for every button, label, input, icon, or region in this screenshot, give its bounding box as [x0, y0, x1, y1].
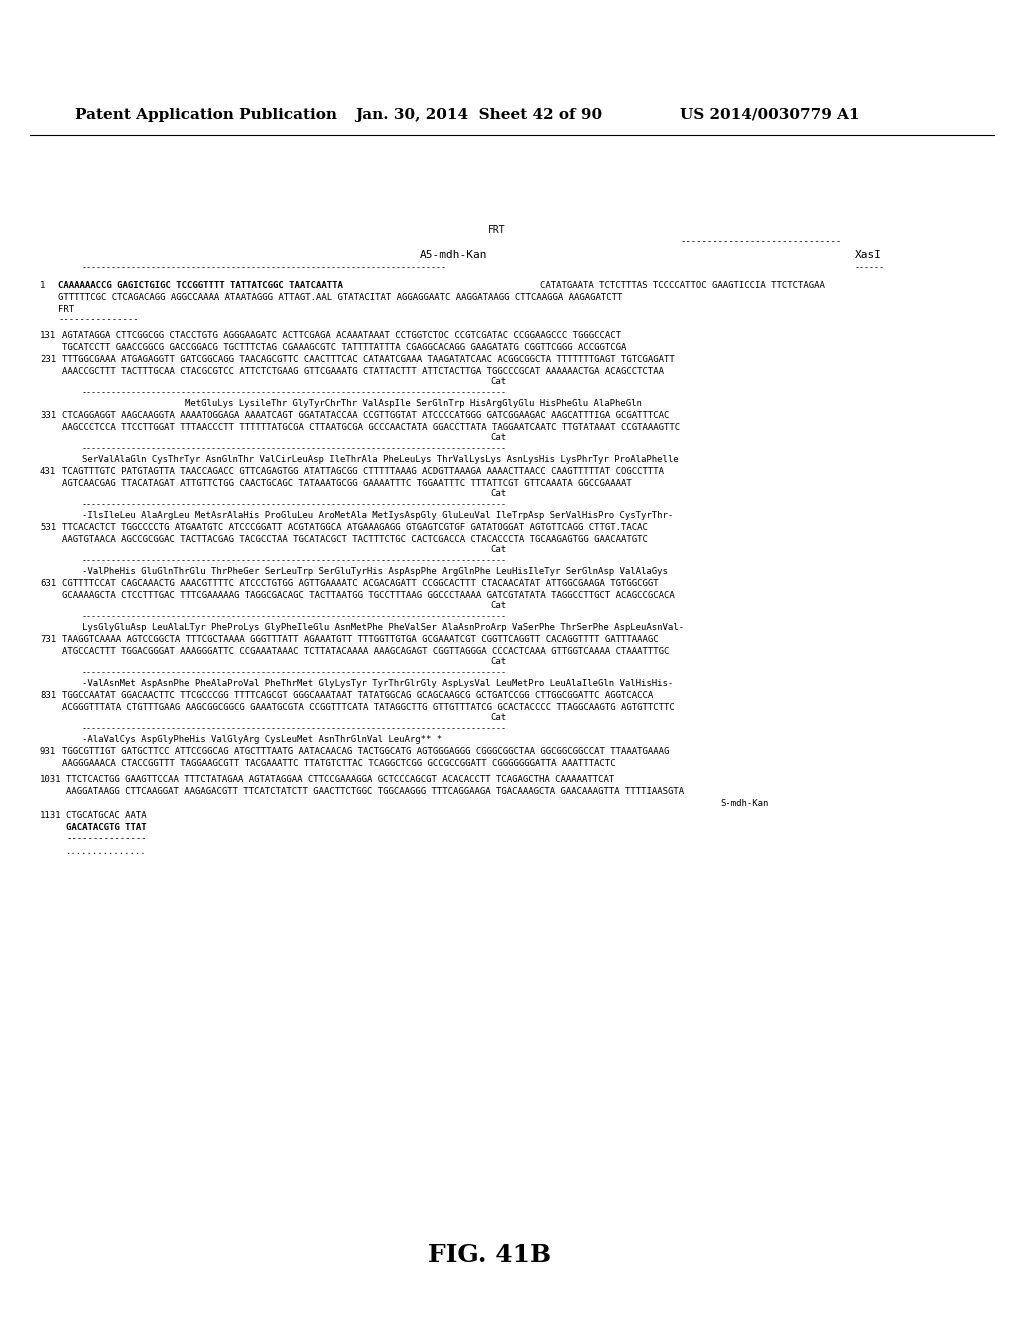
Text: -------------------------------------------------------------------------: ----------------------------------------… — [82, 264, 447, 272]
Text: AGTCAACGAG TTACATAGAT ATTGTTCTGG CAACTGCAGC TATAAATGCGG GAAAATTTC TGGAATTTC TTTA: AGTCAACGAG TTACATAGAT ATTGTTCTGG CAACTGC… — [62, 479, 632, 487]
Text: CGTTTTCCAT CAGCAAACTG AAACGTTTTC ATCCCTGTGG AGTTGAAAATC ACGACAGATT CCGGCACTTT CT: CGTTTTCCAT CAGCAAACTG AAACGTTTTC ATCCCTG… — [62, 578, 658, 587]
Text: Cat: Cat — [490, 714, 506, 722]
Text: 131: 131 — [40, 330, 56, 339]
Text: CAAAAAACCG GAGICTGIGC TCCGGTTTT TATTATCGGC TAATCAATTA: CAAAAAACCG GAGICTGIGC TCCGGTTTT TATTATCG… — [58, 281, 343, 289]
Text: FRT: FRT — [488, 224, 506, 235]
Text: --------------------------------------------------------------------------------: ----------------------------------------… — [82, 668, 507, 677]
Text: 931: 931 — [40, 747, 56, 755]
Text: AAGCCCTCCA TTCCTTGGAT TTTAACCCTT TTTTTTATGCGA CTTAATGCGA GCCCAACTATA GGACCTTATA : AAGCCCTCCA TTCCTTGGAT TTTAACCCTT TTTTTTA… — [62, 422, 680, 432]
Text: ------: ------ — [855, 264, 885, 272]
Text: XasI: XasI — [855, 249, 882, 260]
Text: ---------------: --------------- — [66, 834, 146, 843]
Text: ------------------------------: ------------------------------ — [680, 238, 842, 247]
Text: Cat: Cat — [490, 433, 506, 442]
Text: TTTGGCGAAA ATGAGAGGTT GATCGGCAGG TAACAGCGTTC CAACTTTCAC CATAATCGAAA TAAGATATCAAC: TTTGGCGAAA ATGAGAGGTT GATCGGCAGG TAACAGC… — [62, 355, 675, 363]
Text: CTGCATGCAC AATA: CTGCATGCAC AATA — [66, 810, 146, 820]
Text: FRT: FRT — [58, 305, 74, 314]
Text: Patent Application Publication: Patent Application Publication — [75, 108, 337, 121]
Text: AGTATAGGA CTTCGGCGG CTACCTGTG AGGGAAGATC ACTTCGAGA ACAAATAAAT CCTGGTCTOC CCGTCGA: AGTATAGGA CTTCGGCGG CTACCTGTG AGGGAAGATC… — [62, 330, 621, 339]
Text: AAGGATAAGG CTTCAAGGAT AAGAGACGTT TTCATCTATCTT GAACTTCTGGC TGGCAAGGG TTTCAGGAAGA : AAGGATAAGG CTTCAAGGAT AAGAGACGTT TTCATCT… — [66, 787, 684, 796]
Text: Jan. 30, 2014  Sheet 42 of 90: Jan. 30, 2014 Sheet 42 of 90 — [355, 108, 602, 121]
Text: CATATGAATA TCTCTTTAS TCCCCATTOC GAAGTICCIA TTCTCTAGAA: CATATGAATA TCTCTTTAS TCCCCATTOC GAAGTICC… — [540, 281, 825, 289]
Text: -AlaValCys AspGlyPheHis ValGlyArg CysLeuMet AsnThrGlnVal LeuArg** *: -AlaValCys AspGlyPheHis ValGlyArg CysLeu… — [82, 734, 442, 743]
Text: TGGCCAATAT GGACAACTTC TTCGCCCGG TTTTCAGCGT GGGCAAATAAT TATATGGCAG GCAGCAAGCG GCT: TGGCCAATAT GGACAACTTC TTCGCCCGG TTTTCAGC… — [62, 690, 653, 700]
Text: 1: 1 — [40, 281, 45, 289]
Text: 431: 431 — [40, 466, 56, 475]
Text: AAACCGCTTT TACTTTGCAA CTACGCGTCC ATTCTCTGAAG GTTCGAAATG CTATTACTTT ATTCTACTTGA T: AAACCGCTTT TACTTTGCAA CTACGCGTCC ATTCTCT… — [62, 367, 664, 375]
Text: --------------------------------------------------------------------------------: ----------------------------------------… — [82, 500, 507, 510]
Text: 331: 331 — [40, 411, 56, 420]
Text: A5-mdh-Kan: A5-mdh-Kan — [420, 249, 487, 260]
Text: GCAAAAGCTA CTCCTTTGAC TTTCGAAAAAG TAGGCGACAGC TACTTAATGG TGCCTTTAAG GGCCCTAAAA G: GCAAAAGCTA CTCCTTTGAC TTTCGAAAAAG TAGGCG… — [62, 590, 675, 599]
Text: Cat: Cat — [490, 545, 506, 554]
Text: 231: 231 — [40, 355, 56, 363]
Text: 531: 531 — [40, 523, 56, 532]
Text: --------------------------------------------------------------------------------: ----------------------------------------… — [82, 612, 507, 622]
Text: US 2014/0030779 A1: US 2014/0030779 A1 — [680, 108, 859, 121]
Text: 631: 631 — [40, 578, 56, 587]
Text: Cat: Cat — [490, 657, 506, 667]
Text: -ValAsnMet AspAsnPhe PheAlaProVal PheThrMet GlyLysTyr TyrThrGlrGly AspLysVal Leu: -ValAsnMet AspAsnPhe PheAlaProVal PheThr… — [82, 678, 673, 688]
Text: S-mdh-Kan: S-mdh-Kan — [720, 799, 768, 808]
Text: ...............: ............... — [66, 846, 146, 855]
Text: --------------------------------------------------------------------------------: ----------------------------------------… — [82, 557, 507, 565]
Text: SerValAlaGln CysThrTyr AsnGlnThr ValCirLeuAsp IleThrAla PheLeuLys ThrValLysLys A: SerValAlaGln CysThrTyr AsnGlnThr ValCirL… — [82, 454, 679, 463]
Text: -IlsIleLeu AlaArgLeu MetAsrAlaHis ProGluLeu AroMetAla MetIysAspGly GluLeuVal Ile: -IlsIleLeu AlaArgLeu MetAsrAlaHis ProGlu… — [82, 511, 673, 520]
Text: -ValPheHis GluGlnThrGlu ThrPheGer SerLeuTrp SerGluTyrHis AspAspPhe ArgGlnPhe Leu: -ValPheHis GluGlnThrGlu ThrPheGer SerLeu… — [82, 566, 668, 576]
Text: TCAGTTTGTC PATGTAGTTA TAACCAGACC GTTCAGAGTGG ATATTAGCGG CTTTTTAAAG ACDGTTAAAGA A: TCAGTTTGTC PATGTAGTTA TAACCAGACC GTTCAGA… — [62, 466, 664, 475]
Text: CTCAGGAGGT AAGCAAGGTA AAAATOGGAGA AAAATCAGT GGATATACCAA CCGTTGGTAT ATCCCCATGGG G: CTCAGGAGGT AAGCAAGGTA AAAATOGGAGA AAAATC… — [62, 411, 670, 420]
Text: Cat: Cat — [490, 378, 506, 387]
Text: MetGluLys LysileThr GlyTyrChrThr ValAspIle SerGlnTrp HisArgGlyGlu HisPheGlu AlaP: MetGluLys LysileThr GlyTyrChrThr ValAspI… — [185, 399, 642, 408]
Text: Cat: Cat — [490, 602, 506, 610]
Text: ACGGGTTTATA CTGTTTGAAG AAGCGGCGGCG GAAATGCGTA CCGGTTTCATA TATAGGCTTG GTTGTTTATCG: ACGGGTTTATA CTGTTTGAAG AAGCGGCGGCG GAAAT… — [62, 702, 675, 711]
Text: LysGlyGluAsp LeuAlaLTyr PheProLys GlyPheIleGlu AsnMetPhe PheValSer AlaAsnProArp : LysGlyGluAsp LeuAlaLTyr PheProLys GlyPhe… — [82, 623, 684, 631]
Text: ---------------: --------------- — [58, 315, 138, 325]
Text: GACATACGTG TTAT: GACATACGTG TTAT — [66, 822, 146, 832]
Text: --------------------------------------------------------------------------------: ----------------------------------------… — [82, 725, 507, 734]
Text: AAGTGTAACA AGCCGCGGAC TACTTACGAG TACGCCTAA TGCATACGCT TACTTTCTGC CACTCGACCA CTAC: AAGTGTAACA AGCCGCGGAC TACTTACGAG TACGCCT… — [62, 535, 648, 544]
Text: FIG. 41B: FIG. 41B — [428, 1243, 552, 1267]
Text: Cat: Cat — [490, 490, 506, 499]
Text: --------------------------------------------------------------------------------: ----------------------------------------… — [82, 388, 507, 397]
Text: 1031: 1031 — [40, 775, 61, 784]
Text: TGGCGTTIGT GATGCTTCC ATTCCGGCAG ATGCTTTAATG AATACAACAG TACTGGCATG AGTGGGAGGG CGG: TGGCGTTIGT GATGCTTCC ATTCCGGCAG ATGCTTTA… — [62, 747, 670, 755]
Text: 831: 831 — [40, 690, 56, 700]
Text: ATGCCACTTT TGGACGGGAT AAAGGGATTC CCGAAATAAAC TCTTATACAAAA AAAGCAGAGT CGGTTAGGGA : ATGCCACTTT TGGACGGGAT AAAGGGATTC CCGAAAT… — [62, 647, 670, 656]
Text: TAAGGTCAAAA AGTCCGGCTA TTTCGCTAAAA GGGTTTATT AGAAATGTT TTTGGTTGTGA GCGAAATCGT CG: TAAGGTCAAAA AGTCCGGCTA TTTCGCTAAAA GGGTT… — [62, 635, 658, 644]
Text: TTCACACTCT TGGCCCCTG ATGAATGTC ATCCCGGATT ACGTATGGCA ATGAAAGAGG GTGAGTCGTGF GATA: TTCACACTCT TGGCCCCTG ATGAATGTC ATCCCGGAT… — [62, 523, 648, 532]
Text: 731: 731 — [40, 635, 56, 644]
Text: AAGGGAAACA CTACCGGTTT TAGGAAGCGTT TACGAAATTC TTATGTCTTAC TCAGGCTCGG GCCGCCGGATT : AAGGGAAACA CTACCGGTTT TAGGAAGCGTT TACGAA… — [62, 759, 615, 767]
Text: TGCATCCTT GAACCGGCG GACCGGACG TGCTTTCTAG CGAAAGCGTC TATTTTATTTA CGAGGCACAGG GAAG: TGCATCCTT GAACCGGCG GACCGGACG TGCTTTCTAG… — [62, 342, 627, 351]
Text: GTTTTTCGC CTCAGACAGG AGGCCAAAA ATAATAGGG ATTAGT.AAL GTATACITAT AGGAGGAATC AAGGAT: GTTTTTCGC CTCAGACAGG AGGCCAAAA ATAATAGGG… — [58, 293, 623, 301]
Text: TTCTCACTGG GAAGTTCCAA TTTCTATAGAA AGTATAGGAA CTTCCGAAAGGA GCTCCCAGCGT ACACACCTT : TTCTCACTGG GAAGTTCCAA TTTCTATAGAA AGTATA… — [66, 775, 614, 784]
Text: --------------------------------------------------------------------------------: ----------------------------------------… — [82, 445, 507, 454]
Text: 1131: 1131 — [40, 810, 61, 820]
